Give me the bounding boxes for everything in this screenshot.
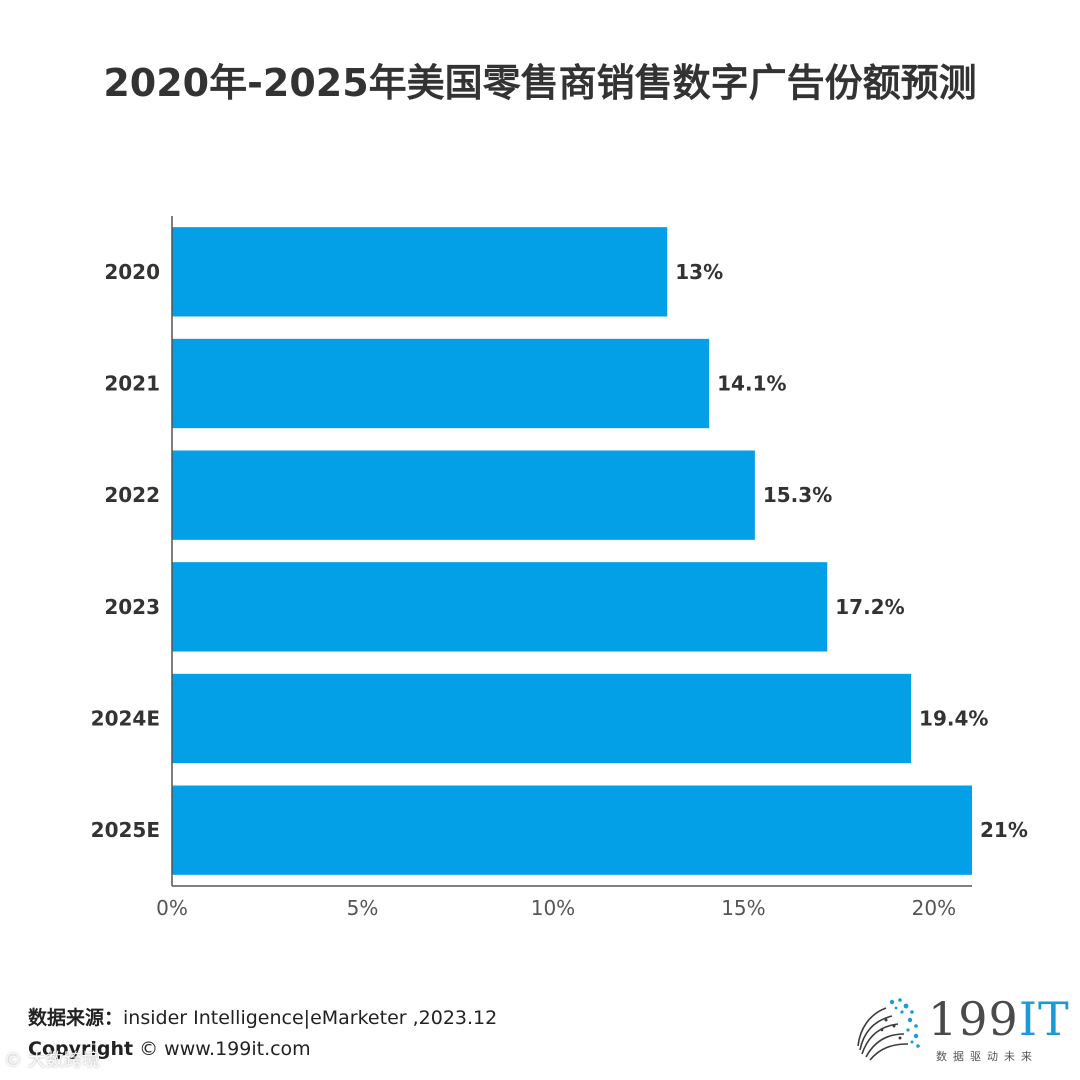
copyright-value: © www.199it.com xyxy=(139,1038,311,1060)
category-label-2025E: 2025E xyxy=(91,818,160,842)
x-tick-label-15: 15% xyxy=(721,896,765,920)
copyright-key: Copyright xyxy=(28,1038,134,1060)
logo-brand-prefix: 199 xyxy=(928,992,1019,1046)
source-line: 数据来源：insider Intelligence|eMarketer ,202… xyxy=(28,1003,497,1030)
bar-2025E xyxy=(172,785,972,875)
category-label-2020: 2020 xyxy=(104,260,160,284)
value-label-2021: 14.1% xyxy=(717,372,786,396)
source-value: insider Intelligence|eMarketer ,2023.12 xyxy=(123,1007,498,1029)
labels-layer: 2020 13% 2021 14.1% 2022 15.3% 2023 17.2% 2024E 1… xyxy=(91,260,1028,842)
x-tick-label-20: 20% xyxy=(912,896,956,920)
bar-2022 xyxy=(172,450,755,540)
chart-title: 2020年-2025年美国零售商销售数字广告份额预测 xyxy=(103,61,977,105)
logo-wordmark: 199IT xyxy=(928,992,1070,1046)
bars-layer xyxy=(172,227,972,875)
dotted-sphere-icon xyxy=(857,998,920,1061)
brand-logo: 199IT 数据驱动未来 xyxy=(846,990,1069,1070)
bar-2020 xyxy=(172,227,668,317)
x-tick-label-5: 5% xyxy=(347,896,379,920)
logo-brand-suffix: IT xyxy=(1018,992,1070,1046)
bar-2023 xyxy=(172,562,828,652)
bar-2021 xyxy=(172,338,710,429)
bar-2024E xyxy=(172,673,912,764)
source-key: 数据来源： xyxy=(28,1007,124,1029)
logo-tagline: 数据驱动未来 xyxy=(936,1050,1038,1063)
copyright-line: Copyright © www.199it.com xyxy=(28,1038,311,1060)
category-label-2024E: 2024E xyxy=(91,707,160,731)
x-tick-label-10: 10% xyxy=(531,896,575,920)
x-tick-label-0: 0% xyxy=(156,896,188,920)
value-label-2024E: 19.4% xyxy=(919,707,988,731)
value-label-2025E: 21% xyxy=(980,818,1028,842)
category-label-2021: 2021 xyxy=(104,372,160,396)
value-label-2022: 15.3% xyxy=(763,483,832,507)
category-label-2023: 2023 xyxy=(104,595,160,619)
x-ticks-layer: 0% 5% 10% 15% 20% xyxy=(156,896,956,920)
category-label-2022: 2022 xyxy=(104,483,160,507)
watermark: © 大数跨境 xyxy=(4,1050,100,1071)
value-label-2020: 13% xyxy=(675,260,723,284)
value-label-2023: 17.2% xyxy=(835,595,904,619)
